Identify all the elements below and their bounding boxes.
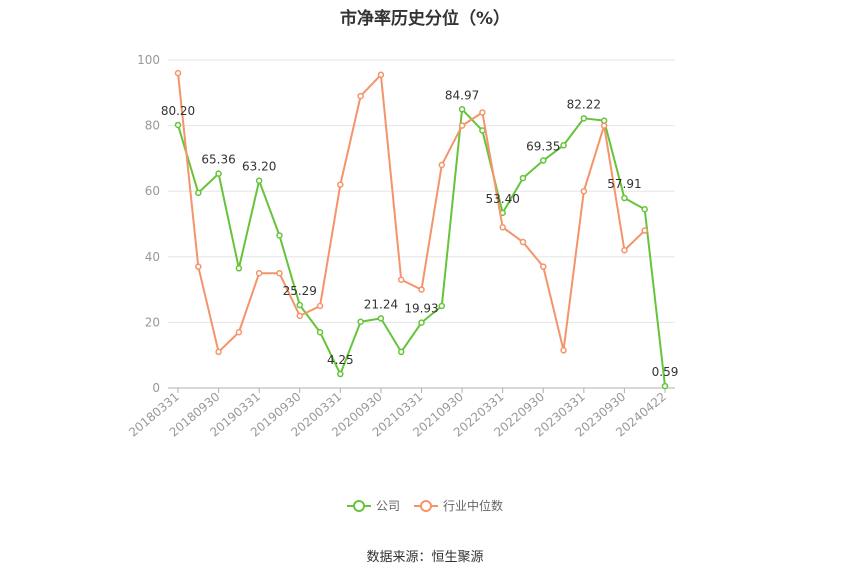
data-point [357,318,364,325]
data-point [621,246,628,254]
y-tick-label: 40 [145,250,160,264]
data-label: 57.91 [607,177,641,191]
data-point [458,106,466,113]
data-point [235,265,243,272]
data-label: 82.22 [567,97,601,111]
data-point [519,238,527,246]
legend-swatch-icon [414,499,438,513]
legend-label: 公司 [375,499,400,513]
series-lines [174,69,669,390]
data-point [337,181,344,188]
data-label: 4.25 [327,353,354,367]
data-labels: 80.20 65.36 63.20 25.29 4.25 21.24 19.93 84.97 5… [161,88,679,379]
data-point [499,224,506,231]
data-point [296,312,303,320]
data-point [255,269,263,277]
data-point [560,347,567,354]
data-label: 69.35 [526,140,560,154]
data-point [195,189,202,197]
legend-item[interactable]: 行业中位数 [414,497,503,514]
data-point [174,121,182,129]
data-point [195,263,202,270]
data-point [276,269,283,277]
data-point [377,315,385,322]
y-tick-label: 20 [145,315,160,329]
data-point [357,92,364,100]
data-point [316,302,324,310]
data-label: 19.93 [404,302,438,316]
legend-swatch-icon [346,499,371,513]
data-point [174,69,182,77]
data-label: 63.20 [242,160,276,174]
legend-item[interactable]: 公司 [346,497,400,514]
data-point [337,370,344,378]
series-line [177,73,646,353]
data-point [600,122,608,129]
data-point [397,348,405,356]
data-point [479,109,486,116]
data-point [458,122,466,129]
data-point [540,157,547,164]
data-point [418,319,425,326]
data-point [438,302,446,310]
data-label: 53.40 [485,192,519,206]
legend-label: 行业中位数 [443,499,504,513]
data-point [397,276,405,284]
y-tick-label: 0 [152,381,160,395]
source-note: 数据来源：恒生聚源 [366,550,484,565]
y-tick-label: 60 [145,184,160,198]
data-point [641,227,648,234]
data-point [276,232,283,239]
data-point [296,301,303,309]
data-point [560,142,567,149]
y-tick-label: 80 [145,119,160,133]
data-point [377,71,385,79]
y-tick-label: 100 [137,53,160,67]
data-point [255,177,263,184]
data-point [641,205,648,213]
series-line [177,108,666,387]
data-point [438,161,446,169]
legend: 公司 行业中位数 [0,497,850,516]
data-point [580,115,588,122]
data-point [215,348,222,356]
data-label: 84.97 [445,88,479,102]
data-point [316,328,324,336]
data-point [215,170,222,177]
data-label: 25.29 [283,284,317,298]
data-point [661,382,669,390]
data-point [621,194,628,202]
data-point [519,174,527,182]
data-point [418,286,425,293]
data-point [235,328,243,336]
data-point [580,187,588,195]
data-point [540,263,547,270]
chart-title: 市净率历史分位（%） [339,9,511,29]
data-label: 21.24 [364,297,398,311]
data-label: 65.36 [201,153,235,167]
data-point [479,127,486,134]
data-label: 80.20 [161,104,195,118]
data-label: 0.59 [652,365,679,379]
